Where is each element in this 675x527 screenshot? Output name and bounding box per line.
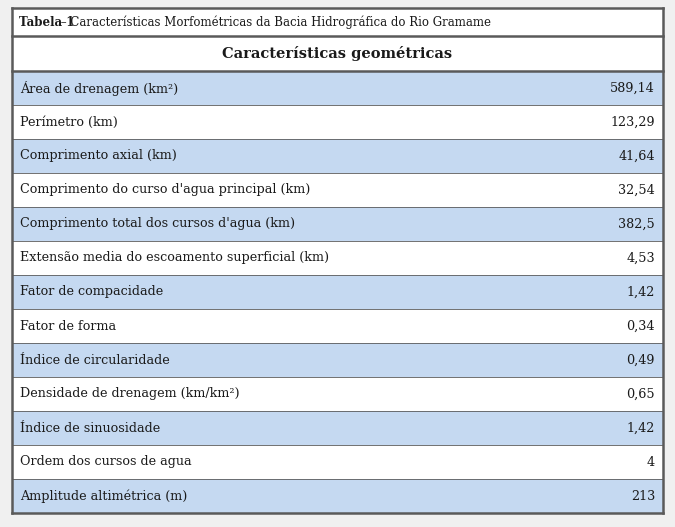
Text: Tabela 1: Tabela 1 [19, 15, 74, 28]
Bar [12, 275, 663, 309]
Text: 589,14: 589,14 [610, 82, 655, 94]
Bar [12, 71, 663, 105]
Text: 41,64: 41,64 [618, 150, 655, 162]
Bar [12, 105, 663, 139]
Text: Perímetro (km): Perímetro (km) [20, 115, 118, 129]
Text: Características geométricas: Características geométricas [223, 46, 452, 61]
Bar [12, 343, 663, 377]
Bar [12, 377, 663, 411]
Bar [12, 411, 663, 445]
Text: 213: 213 [630, 490, 655, 503]
Text: – Características Morfométricas da Bacia Hidrográfica do Rio Gramame: – Características Morfométricas da Bacia… [57, 15, 491, 29]
Text: Índice de sinuosidade: Índice de sinuosidade [20, 422, 160, 434]
Text: Amplitude altimétrica (m): Amplitude altimétrica (m) [20, 489, 188, 503]
Text: 1,42: 1,42 [626, 422, 655, 434]
Bar [12, 479, 663, 513]
Text: Comprimento axial (km): Comprimento axial (km) [20, 150, 177, 162]
Bar [12, 207, 663, 241]
Text: 1,42: 1,42 [626, 286, 655, 298]
Text: Comprimento total dos cursos d'agua (km): Comprimento total dos cursos d'agua (km) [20, 218, 295, 230]
Text: 4: 4 [647, 455, 655, 469]
Text: Densidade de drenagem (km/km²): Densidade de drenagem (km/km²) [20, 387, 240, 401]
Text: Extensão media do escoamento superficial (km): Extensão media do escoamento superficial… [20, 251, 329, 265]
Bar [12, 36, 663, 71]
Text: Fator de compacidade: Fator de compacidade [20, 286, 163, 298]
Bar [12, 309, 663, 343]
Text: 4,53: 4,53 [626, 251, 655, 265]
Text: Área de drenagem (km²): Área de drenagem (km²) [20, 81, 178, 95]
Text: Fator de forma: Fator de forma [20, 319, 116, 333]
Bar [12, 173, 663, 207]
Text: 0,34: 0,34 [626, 319, 655, 333]
Text: Comprimento do curso d'agua principal (km): Comprimento do curso d'agua principal (k… [20, 183, 311, 197]
Text: 0,65: 0,65 [626, 387, 655, 401]
Text: Índice de circularidade: Índice de circularidade [20, 354, 169, 366]
Text: 123,29: 123,29 [610, 115, 655, 129]
Bar [12, 241, 663, 275]
Text: 0,49: 0,49 [626, 354, 655, 366]
Bar [12, 139, 663, 173]
Bar [12, 445, 663, 479]
Text: 382,5: 382,5 [618, 218, 655, 230]
Text: 32,54: 32,54 [618, 183, 655, 197]
Text: Ordem dos cursos de agua: Ordem dos cursos de agua [20, 455, 192, 469]
